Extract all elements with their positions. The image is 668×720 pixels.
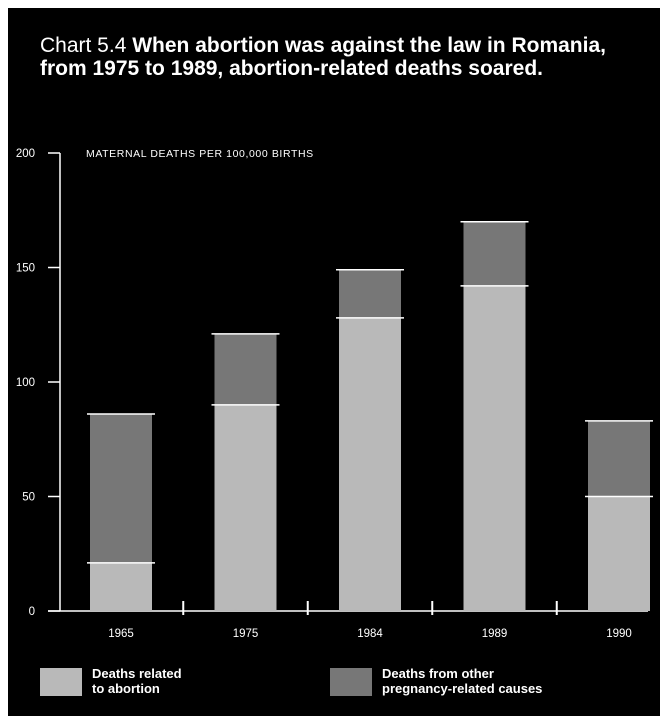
y-tick-label: 0 [29,606,35,618]
legend-swatch-other-causes [330,668,372,696]
chart-bars: 1965 1975 1984 1989 1990 [87,220,653,640]
x-tick-label-1990: 1990 [606,628,632,640]
bar-abortion-1965 [90,562,152,611]
bar-abortion-1989 [463,285,526,611]
bar-group-1990 [585,420,653,611]
y-tick-label: 150 [16,263,35,275]
chart-title-main: When abortion was against the law in Rom… [40,34,606,80]
legend-label-abortion: Deaths related to abortion [92,666,182,696]
bar-group-1975 [211,333,280,611]
legend-swatch-abortion [40,668,82,696]
y-axis-label: MATERNAL DEATHS PER 100,000 BIRTHS [86,148,314,160]
bar-other-causes-1984 [339,269,401,318]
bar-group-1984 [336,269,404,611]
bar-other-causes-1975 [214,333,277,405]
bar-abortion-1990 [588,496,650,611]
bar-other-causes-1990 [588,420,650,497]
chart-title: Chart 5.4 When abortion was against the … [40,34,630,80]
chart-title-prefix: Chart 5.4 [40,34,127,57]
bar-other-causes-1989 [463,221,526,286]
stacked-bar-chart: 0 50 100 150 200 1965 1975 1984 1989 1990 MATERN… [16,148,653,640]
legend-item-abortion: Deaths related to abortion [40,666,182,696]
x-tick-label-1989: 1989 [482,628,508,640]
bar-other-causes-1965 [90,414,152,563]
x-tick-label-1975: 1975 [233,628,259,640]
y-tick-label: 200 [16,148,35,160]
x-tick-label-1984: 1984 [357,628,383,640]
chart-frame: Chart 5.4 When abortion was against the … [8,8,660,716]
x-tick-label-1965: 1965 [108,628,134,640]
y-tick-label: 50 [22,492,35,504]
bar-abortion-1975 [214,404,277,611]
bar-group-1965 [87,413,155,611]
y-tick-label: 100 [16,377,35,389]
legend-item-other-causes: Deaths from other pregnancy-related caus… [330,666,542,696]
legend-label-other-causes: Deaths from other pregnancy-related caus… [382,666,543,696]
bar-group-1989 [460,220,529,611]
bar-abortion-1984 [339,317,401,611]
